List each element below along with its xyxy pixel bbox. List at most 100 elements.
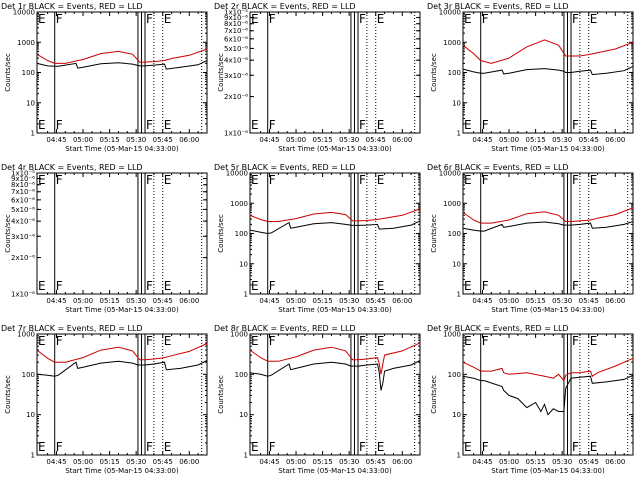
plot-frame	[36, 333, 208, 456]
y-tick-label: 1	[457, 130, 461, 138]
x-tick-label: 05:15	[100, 297, 120, 305]
marker-label-top: E	[377, 334, 385, 348]
marker-label-bottom: F	[482, 440, 489, 454]
y-tick-label: 10	[452, 411, 461, 419]
x-tick-label: 05:15	[313, 136, 333, 144]
marker-label-bottom: F	[359, 440, 366, 454]
y-tick-label: 1x10⁻⁶	[11, 291, 35, 299]
marker-label-top: F	[56, 173, 63, 187]
y-tick-label: 3x10⁻⁶	[224, 72, 248, 80]
x-tick-label: 06:00	[392, 136, 412, 144]
x-tick-label: 05:15	[526, 297, 546, 305]
panel-title: Det 4r BLACK = Events, RED = LLD	[1, 163, 143, 172]
y-tick-label: 1000	[230, 331, 248, 339]
marker-label-bottom: F	[482, 279, 489, 293]
events-series-line	[249, 220, 421, 235]
marker-label-bottom: F	[572, 279, 579, 293]
x-tick-label: 04:45	[472, 297, 492, 305]
x-tick-label: 06:00	[179, 458, 199, 466]
x-tick-label: 05:00	[499, 136, 519, 144]
x-tick-label: 05:00	[499, 458, 519, 466]
y-tick-label: 1x10⁻⁵	[11, 170, 35, 178]
marker-label-top: E	[590, 12, 598, 26]
x-axis-label: Start Time (05-Mar-15 04:33:00)	[491, 306, 605, 314]
detector-panel-1: Det 1r BLACK = Events, RED = LLD 1 10 100 10…	[1, 2, 208, 153]
x-tick-label: 06:00	[605, 458, 625, 466]
marker-label-top: F	[146, 12, 153, 26]
y-tick-label: 100	[448, 230, 461, 238]
x-tick-label: 04:45	[46, 297, 66, 305]
edge-marker-bottom: E	[38, 118, 46, 132]
x-tick-label: 05:15	[100, 458, 120, 466]
x-axis-label: Start Time (05-Mar-15 04:33:00)	[278, 306, 392, 314]
x-tick-label: 05:00	[286, 136, 306, 144]
x-tick-label: 05:45	[153, 297, 173, 305]
marker-label-top: F	[56, 12, 63, 26]
y-tick-label: 1000	[443, 200, 461, 208]
lld-series-line	[462, 39, 634, 64]
panel-title: Det 6r BLACK = Events, RED = LLD	[427, 163, 569, 172]
x-tick-label: 05:00	[73, 136, 93, 144]
edge-marker-top: E	[464, 12, 472, 26]
y-tick-label: 1000	[17, 331, 35, 339]
y-tick-label: 3x10⁻⁶	[11, 233, 35, 241]
marker-label-bottom: E	[164, 118, 172, 132]
marker-label-top: F	[482, 173, 489, 187]
x-tick-label: 05:45	[366, 297, 386, 305]
marker-label-top: E	[164, 173, 172, 187]
marker-label-top: E	[377, 173, 385, 187]
marker-label-top: F	[56, 334, 63, 348]
x-tick-label: 05:15	[526, 458, 546, 466]
events-series-line	[462, 374, 634, 416]
edge-marker-bottom: E	[38, 279, 46, 293]
y-tick-label: 1000	[443, 39, 461, 47]
x-tick-label: 05:15	[313, 297, 333, 305]
x-tick-label: 06:00	[179, 136, 199, 144]
edge-marker-top: E	[38, 12, 46, 26]
x-tick-label: 05:00	[286, 458, 306, 466]
lld-series-line	[462, 357, 634, 382]
detector-panel-3: Det 3r BLACK = Events, RED = LLD 1 10 100 10…	[427, 2, 634, 153]
x-axis-label: Start Time (05-Mar-15 04:33:00)	[491, 145, 605, 153]
y-tick-label: 100	[22, 371, 35, 379]
y-tick-label: 6x10⁻⁶	[224, 35, 248, 43]
marker-label-top: E	[590, 334, 598, 348]
marker-label-bottom: E	[590, 440, 598, 454]
y-tick-label: 1	[244, 291, 248, 299]
x-tick-label: 05:45	[579, 297, 599, 305]
y-tick-label: 100	[448, 69, 461, 77]
edge-marker-bottom: E	[251, 440, 259, 454]
y-tick-label: 9x10⁻⁶	[224, 14, 248, 22]
x-tick-label: 05:45	[366, 136, 386, 144]
y-axis-label: Counts/sec	[217, 375, 225, 414]
y-tick-label: 10	[26, 99, 35, 107]
edge-marker-bottom: E	[251, 279, 259, 293]
x-tick-label: 05:30	[339, 136, 359, 144]
x-axis-label: Start Time (05-Mar-15 04:33:00)	[65, 467, 179, 475]
plot-frame	[36, 172, 208, 295]
y-tick-label: 9x10⁻⁶	[11, 175, 35, 183]
edge-marker-bottom: E	[464, 440, 472, 454]
x-tick-label: 05:15	[313, 458, 333, 466]
x-tick-label: 05:30	[126, 297, 146, 305]
y-axis-label: Counts/sec	[430, 214, 438, 253]
plot-frame	[249, 333, 421, 456]
x-tick-label: 06:00	[179, 297, 199, 305]
events-series-line	[36, 360, 208, 377]
y-axis-label: Counts/sec	[430, 375, 438, 414]
panel-title: Det 9r BLACK = Events, RED = LLD	[427, 324, 569, 333]
y-tick-label: 6x10⁻⁶	[11, 196, 35, 204]
marker-label-top: F	[269, 173, 276, 187]
marker-label-bottom: F	[269, 279, 276, 293]
events-series-line	[462, 65, 634, 76]
marker-label-top: F	[146, 173, 153, 187]
x-axis-label: Start Time (05-Mar-15 04:33:00)	[491, 467, 605, 475]
x-axis-label: Start Time (05-Mar-15 04:33:00)	[65, 145, 179, 153]
y-tick-label: 100	[235, 230, 248, 238]
y-tick-label: 1000	[17, 39, 35, 47]
x-tick-label: 05:00	[286, 297, 306, 305]
panel-title: Det 8r BLACK = Events, RED = LLD	[214, 324, 356, 333]
marker-label-bottom: F	[146, 118, 153, 132]
detector-panel-8: Det 8r BLACK = Events, RED = LLD 1 10 100 10…	[214, 324, 421, 475]
